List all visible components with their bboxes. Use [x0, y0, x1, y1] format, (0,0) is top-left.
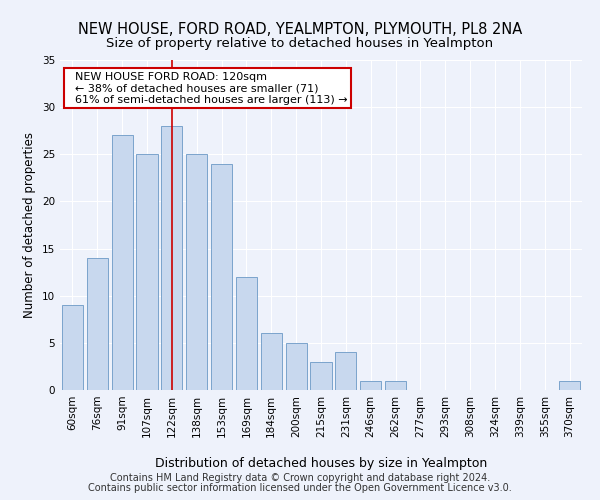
Bar: [211, 164, 232, 390]
Bar: [385, 380, 406, 390]
Text: Contains public sector information licensed under the Open Government Licence v3: Contains public sector information licen…: [88, 483, 512, 493]
Bar: [87, 258, 108, 390]
Bar: [286, 343, 307, 390]
Text: Size of property relative to detached houses in Yealmpton: Size of property relative to detached ho…: [106, 38, 494, 51]
Text: NEW HOUSE FORD ROAD: 120sqm
  ← 38% of detached houses are smaller (71)
  61% of: NEW HOUSE FORD ROAD: 120sqm ← 38% of det…: [68, 72, 347, 105]
Bar: [236, 277, 257, 390]
Bar: [310, 362, 332, 390]
Bar: [335, 352, 356, 390]
Bar: [161, 126, 182, 390]
Bar: [136, 154, 158, 390]
Y-axis label: Number of detached properties: Number of detached properties: [23, 132, 37, 318]
Bar: [559, 380, 580, 390]
Bar: [186, 154, 207, 390]
Bar: [261, 334, 282, 390]
Text: Contains HM Land Registry data © Crown copyright and database right 2024.: Contains HM Land Registry data © Crown c…: [110, 473, 490, 483]
Bar: [62, 305, 83, 390]
Text: Distribution of detached houses by size in Yealmpton: Distribution of detached houses by size …: [155, 458, 487, 470]
Bar: [360, 380, 381, 390]
Bar: [112, 136, 133, 390]
Text: NEW HOUSE, FORD ROAD, YEALMPTON, PLYMOUTH, PL8 2NA: NEW HOUSE, FORD ROAD, YEALMPTON, PLYMOUT…: [78, 22, 522, 38]
